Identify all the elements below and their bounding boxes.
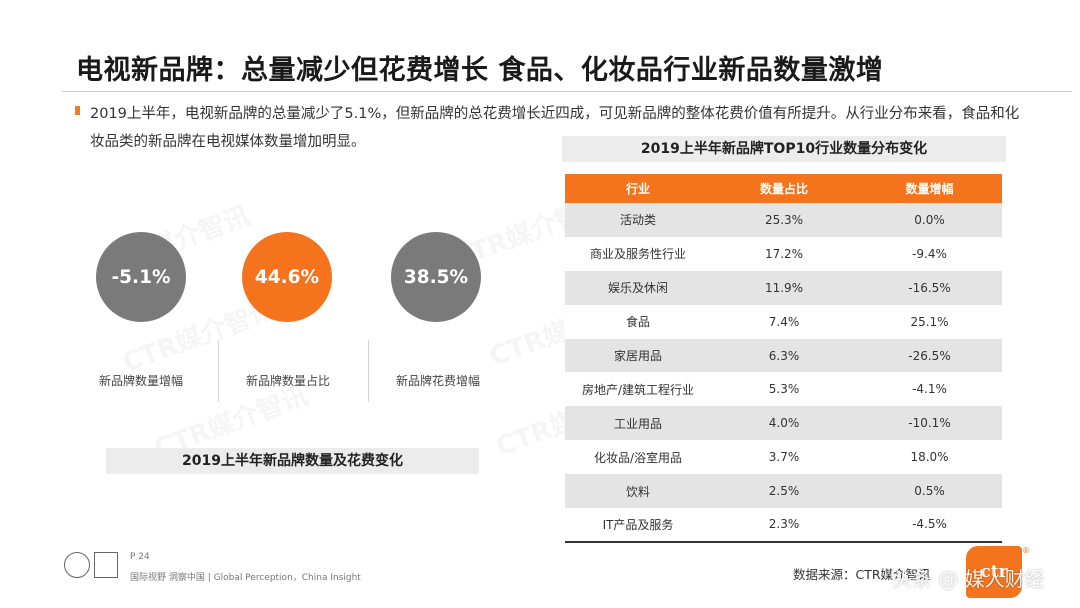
table-row: 娱乐及休闲 11.9% -16.5% xyxy=(565,270,1002,305)
cell-growth: -4.1% xyxy=(857,372,1002,407)
column-header-growth: 数量增幅 xyxy=(857,174,1002,203)
ctr-logo: ctr xyxy=(966,546,1022,598)
cell-growth: 0.5% xyxy=(857,474,1002,509)
cell-growth: 18.0% xyxy=(857,440,1002,475)
cell-industry: 食品 xyxy=(565,304,711,339)
title-divider xyxy=(62,91,1072,92)
certification-logos xyxy=(64,552,120,580)
kpi-divider xyxy=(368,340,369,402)
table-row: 商业及服务性行业 17.2% -9.4% xyxy=(565,236,1002,271)
data-source: 数据来源：CTR媒介智讯 xyxy=(793,567,931,582)
cell-growth: -16.5% xyxy=(857,270,1002,305)
kpi-circle-count-share: 44.6% xyxy=(242,232,332,322)
cell-share: 17.2% xyxy=(711,236,857,271)
cell-growth: 0.0% xyxy=(857,203,1002,237)
table-row: 化妆品/浴室用品 3.7% 18.0% xyxy=(565,440,1002,475)
industry-table: 行业 数量占比 数量增幅 活动类 25.3% 0.0% 商业及服务性行业 17.2% -… xyxy=(565,174,1002,543)
cell-industry: 化妆品/浴室用品 xyxy=(565,440,711,475)
certification-badge-icon xyxy=(94,552,118,578)
bullet-icon xyxy=(75,106,80,115)
cell-share: 2.3% xyxy=(711,508,857,543)
cell-share: 4.0% xyxy=(711,406,857,441)
cell-growth: -9.4% xyxy=(857,236,1002,271)
cell-share: 11.9% xyxy=(711,270,857,305)
registered-mark: ® xyxy=(1022,546,1030,555)
cell-industry: 家居用品 xyxy=(565,338,711,373)
footer-slogan: 国际视野 洞察中国 | Global Perception，China Insi… xyxy=(130,573,361,583)
table-row: 工业用品 4.0% -10.1% xyxy=(565,406,1002,441)
kpi-circle-count-growth: -5.1% xyxy=(96,232,186,322)
kpi-circle-spend-growth: 38.5% xyxy=(391,232,481,322)
table-row: 食品 7.4% 25.1% xyxy=(565,304,1002,339)
cell-share: 2.5% xyxy=(711,474,857,509)
cell-industry: 娱乐及休闲 xyxy=(565,270,711,305)
cell-industry: 活动类 xyxy=(565,203,711,237)
table-header-row: 行业 数量占比 数量增幅 xyxy=(565,174,1002,203)
column-header-industry: 行业 xyxy=(565,174,711,203)
cell-share: 25.3% xyxy=(711,203,857,237)
page-title: 电视新品牌：总量减少但花费增长 食品、化妆品行业新品数量激增 xyxy=(76,55,884,86)
column-header-share: 数量占比 xyxy=(711,174,857,203)
table-row: 房地产/建筑工程行业 5.3% -4.1% xyxy=(565,372,1002,407)
cell-share: 7.4% xyxy=(711,304,857,339)
cell-share: 3.7% xyxy=(711,440,857,475)
page-number: P 24 xyxy=(130,552,150,562)
platform-watermark: 头条 @ 媒人财经 xyxy=(892,567,1045,591)
cell-growth: -10.1% xyxy=(857,406,1002,441)
table-row: IT产品及服务 2.3% -4.5% xyxy=(565,508,1002,543)
table-row: 饮料 2.5% 0.5% xyxy=(565,474,1002,509)
kpi-label: 新品牌数量增幅 xyxy=(98,374,183,388)
kpi-value: -5.1% xyxy=(111,266,171,288)
table-row: 活动类 25.3% 0.0% xyxy=(565,203,1002,237)
cell-share: 6.3% xyxy=(711,338,857,373)
cell-growth: -26.5% xyxy=(857,338,1002,373)
cell-growth: 25.1% xyxy=(857,304,1002,339)
table-row: 家居用品 6.3% -26.5% xyxy=(565,338,1002,373)
kpi-label: 新品牌数量占比 xyxy=(245,374,330,388)
kpi-value: 38.5% xyxy=(403,266,469,288)
kpi-label: 新品牌花费增幅 xyxy=(395,374,480,388)
kpi-caption: 2019上半年新品牌数量及花费变化 xyxy=(106,448,479,474)
kpi-divider xyxy=(218,340,219,402)
table-caption: 2019上半年新品牌TOP10行业数量分布变化 xyxy=(562,136,1006,162)
kpi-value: 44.6% xyxy=(254,266,320,288)
cell-growth: -4.5% xyxy=(857,508,1002,543)
cell-industry: 工业用品 xyxy=(565,406,711,441)
cell-industry: 商业及服务性行业 xyxy=(565,236,711,271)
cell-share: 5.3% xyxy=(711,372,857,407)
cell-industry: IT产品及服务 xyxy=(565,508,711,543)
cell-industry: 饮料 xyxy=(565,474,711,509)
summary-text: 2019上半年，电视新品牌的总量减少了5.1%，但新品牌的总花费增长近四成，可见… xyxy=(90,106,1020,150)
cell-industry: 房地产/建筑工程行业 xyxy=(565,372,711,407)
certification-seal-icon xyxy=(64,552,90,578)
